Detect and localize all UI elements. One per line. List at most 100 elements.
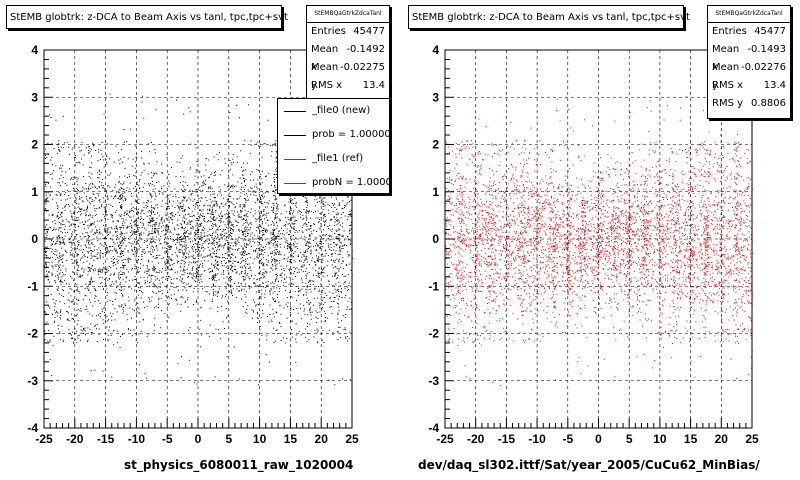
scatter-point	[322, 297, 324, 299]
scatter-point	[177, 212, 179, 214]
scatter-point	[138, 240, 140, 241]
scatter-point	[87, 271, 89, 273]
scatter-point	[51, 143, 53, 145]
scatter-point	[99, 220, 101, 222]
scatter-point	[212, 208, 214, 210]
scatter-point	[258, 298, 260, 300]
scatter-point	[244, 227, 245, 229]
scatter-point	[293, 267, 295, 269]
scatter-point	[259, 215, 261, 217]
scatter-point	[121, 252, 123, 254]
scatter-point	[69, 288, 71, 290]
scatter-point	[280, 274, 282, 276]
scatter-point	[219, 192, 221, 194]
scatter-point	[345, 275, 347, 277]
scatter-point	[172, 240, 174, 242]
scatter-point	[150, 220, 151, 222]
scatter-point	[56, 288, 58, 290]
scatter-point	[332, 275, 334, 277]
scatter-point	[197, 246, 199, 248]
scatter-point	[121, 256, 122, 257]
scatter-point	[165, 202, 167, 204]
scatter-point	[167, 251, 169, 253]
scatter-point	[233, 214, 235, 216]
scatter-point	[94, 269, 96, 271]
scatter-point	[130, 259, 131, 260]
scatter-point	[230, 222, 232, 224]
scatter-point	[299, 211, 301, 212]
scatter-point	[255, 305, 256, 307]
scatter-point	[227, 268, 229, 270]
scatter-point	[107, 197, 109, 199]
scatter-point	[130, 210, 132, 212]
scatter-point	[291, 202, 293, 204]
scatter-point	[157, 230, 159, 232]
scatter-point	[197, 241, 199, 242]
scatter-point	[265, 271, 267, 273]
scatter-point	[249, 223, 251, 225]
scatter-point	[115, 226, 117, 228]
scatter-point	[181, 250, 183, 252]
scatter-point	[70, 249, 72, 251]
scatter-point	[200, 234, 202, 236]
scatter-point	[77, 288, 78, 290]
scatter-point	[328, 237, 330, 239]
scatter-point	[342, 235, 344, 237]
scatter-point	[171, 267, 173, 269]
scatter-point	[146, 335, 148, 337]
scatter-point	[261, 277, 263, 279]
scatter-point	[274, 246, 276, 248]
scatter-point	[185, 231, 187, 233]
scatter-point	[123, 259, 125, 261]
scatter-point	[290, 311, 292, 313]
scatter-point	[216, 250, 218, 252]
scatter-point	[91, 199, 93, 201]
scatter-point	[275, 177, 277, 178]
scatter-point	[276, 251, 278, 253]
scatter-point	[213, 205, 214, 207]
scatter-point	[227, 213, 229, 215]
scatter-point	[245, 220, 246, 221]
scatter-point	[272, 228, 274, 230]
scatter-point	[225, 294, 227, 296]
scatter-point	[88, 225, 90, 227]
scatter-point	[99, 302, 101, 304]
scatter-point	[102, 271, 104, 273]
scatter-point	[169, 247, 171, 249]
scatter-point	[114, 196, 116, 198]
scatter-point	[321, 211, 323, 213]
scatter-point	[280, 273, 282, 275]
scatter-point	[238, 236, 240, 238]
scatter-point	[60, 237, 62, 239]
scatter-point	[228, 234, 230, 236]
scatter-point	[132, 308, 134, 310]
scatter-point	[74, 247, 76, 249]
scatter-point	[92, 251, 94, 252]
scatter-point	[168, 226, 170, 228]
scatter-point	[213, 277, 215, 279]
scatter-point	[88, 247, 90, 249]
scatter-point	[164, 226, 166, 228]
scatter-point	[134, 145, 136, 147]
scatter-point	[299, 238, 301, 240]
scatter-point	[181, 278, 183, 280]
scatter-point	[116, 258, 118, 260]
scatter-point	[77, 246, 79, 248]
scatter-point	[116, 242, 118, 244]
scatter-point	[249, 267, 251, 269]
scatter-point	[207, 230, 209, 232]
scatter-point	[129, 176, 130, 177]
scatter-point	[230, 186, 232, 187]
scatter-point	[152, 241, 154, 243]
scatter-point	[184, 244, 186, 246]
scatter-point	[225, 218, 227, 220]
scatter-point	[168, 208, 170, 210]
scatter-point	[161, 186, 163, 188]
scatter-point	[136, 262, 138, 264]
scatter-point	[216, 241, 218, 243]
scatter-point	[72, 253, 74, 255]
scatter-point	[162, 193, 164, 195]
scatter-point	[160, 327, 162, 329]
scatter-point	[185, 245, 187, 247]
scatter-point	[167, 266, 169, 268]
